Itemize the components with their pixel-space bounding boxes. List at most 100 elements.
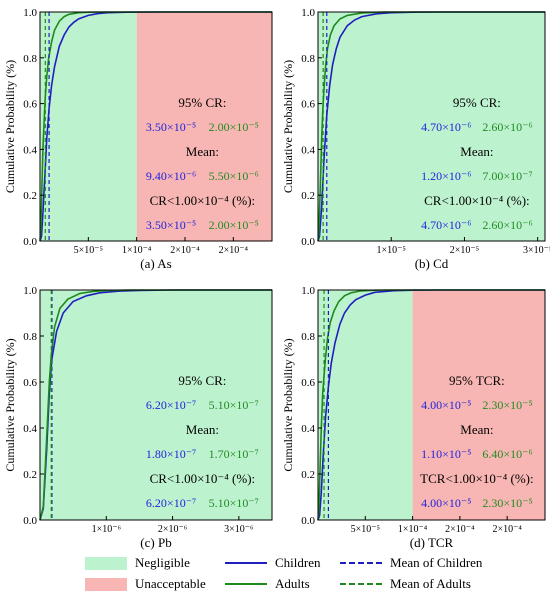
annotation-value-children: 4.00×10⁻⁵ (421, 496, 471, 510)
y-tick-label: 0.8 (301, 53, 315, 65)
axes-frame (39, 11, 273, 242)
y-tick-label: 1.0 (301, 285, 315, 297)
y-tick-label: 0.4 (23, 423, 37, 435)
legend-item-children: Children (225, 555, 321, 571)
legend-item-negligible: Negligible (85, 555, 190, 571)
panel-pb: 0.0 0.2 0.4 0.6 0.8 1.0 1×10⁻⁶ 2×10⁻⁶ 3×10⁻⁶ Cumu… (3, 285, 273, 550)
y-tick-label: 0.6 (23, 99, 37, 111)
panel-caption: (c) Pb (140, 535, 171, 550)
y-tick-label: 0.2 (23, 469, 37, 481)
legend-label-unacceptable: Unacceptable (135, 576, 206, 591)
y-tick-label: 0.2 (301, 469, 315, 481)
annotation-title: 95% CR: (178, 373, 226, 388)
annotation-value-adults: 2.00×10⁻⁵ (209, 218, 259, 232)
annotation-value-adults: 5.50×10⁻⁶ (209, 169, 259, 183)
annotation-value-children: 4.00×10⁻⁵ (421, 398, 471, 412)
y-tick-label: 0.0 (23, 236, 37, 248)
legend-item-adults: Adults (225, 576, 310, 592)
x-tick-label: 1×10⁻⁴ (398, 524, 428, 535)
x-tick-label: 3×10⁻⁶ (224, 524, 254, 535)
x-tick-label: 1×10⁻⁵ (377, 245, 406, 256)
y-axis-label: Cumulative Probability (%) (3, 338, 17, 471)
annotation-value-children: 1.10×10⁻⁵ (421, 447, 471, 461)
annotation-value-adults: 2.30×10⁻⁵ (482, 496, 532, 510)
annotation-value-adults: 7.00×10⁻⁷ (482, 169, 532, 183)
cdf-line-adults (317, 11, 545, 242)
axes-frame (317, 289, 546, 521)
y-tick-label: 0.2 (301, 190, 315, 202)
annotation-value-children: 1.20×10⁻⁶ (421, 169, 471, 183)
annotation-value-children: 3.50×10⁻⁵ (146, 218, 196, 232)
legend-item-mean-adults: Mean of Adults (340, 576, 471, 592)
cdf-line-adults (39, 11, 272, 242)
negligible-region (318, 290, 413, 520)
negligible-region (318, 12, 545, 241)
legend-label-mean-adults: Mean of Adults (390, 576, 471, 591)
y-tick-label: 0.2 (23, 190, 37, 202)
figure-panels: 0.0 0.2 0.4 0.6 0.8 1.0 5×10⁻⁵ 1×10⁻⁴ 2×10⁻⁴ 2×10… (3, 7, 550, 550)
annotation-value-adults: 2.60×10⁻⁶ (482, 218, 532, 232)
y-tick-label: 0.4 (23, 144, 37, 156)
y-tick-label: 1.0 (301, 7, 315, 19)
annotation-title: 95% CR: (178, 95, 226, 110)
x-tick-label: 5×10⁻⁵ (74, 245, 103, 256)
legend-line-children (225, 562, 267, 564)
x-tick-label: 2×10⁻⁴ (492, 524, 522, 535)
y-tick-label: 1.0 (23, 285, 37, 297)
annotation-title: Mean: (186, 422, 219, 437)
y-tick-label: 0.6 (301, 377, 315, 389)
y-tick-label: 1.0 (23, 7, 37, 19)
x-tick-label: 3×10⁻⁵ (523, 245, 550, 256)
unacceptable-region (412, 290, 545, 520)
y-tick-label: 0.0 (301, 236, 315, 248)
panel-cd: 0.0 0.2 0.4 0.6 0.8 1.0 1×10⁻⁵ 2×10⁻⁵ 3×10⁻⁵ Cumu… (281, 7, 550, 271)
y-tick-label: 0.6 (301, 99, 315, 111)
x-tick-label: 2×10⁻⁵ (450, 245, 479, 256)
annotation-value-children: 1.80×10⁻⁷ (146, 447, 196, 461)
unacceptable-region (136, 12, 272, 241)
axes-frame (39, 289, 273, 521)
y-tick-label: 0.0 (301, 515, 315, 527)
y-tick-label: 0.4 (301, 144, 315, 156)
annotation-title: CR<1.00×10⁻⁴ (%): (424, 193, 530, 208)
legend-item-mean-children: Mean of Children (340, 555, 482, 571)
legend-label-adults: Adults (275, 576, 310, 591)
annotation-title: Mean: (460, 144, 493, 159)
annotation-value-adults: 6.40×10⁻⁶ (482, 447, 532, 461)
annotation-title: 95% CR: (453, 95, 501, 110)
panel-tcr: 0.0 0.2 0.4 0.6 0.8 1.0 5×10⁻⁵ 1×10⁻⁴ 2×10⁻⁴ 2×10… (281, 285, 546, 550)
annotation-value-children: 6.20×10⁻⁷ (146, 496, 196, 510)
x-tick-label: 2×10⁻⁴ (170, 245, 200, 256)
y-tick-label: 0.0 (23, 515, 37, 527)
legend-label-children: Children (275, 555, 321, 570)
y-tick-label: 0.8 (23, 53, 37, 65)
annotation-title: CR<1.00×10⁻⁴ (%): (150, 471, 256, 486)
legend-swatch-negligible (85, 556, 127, 570)
annotation-value-children: 3.50×10⁻⁵ (146, 120, 196, 134)
axes-frame (317, 11, 546, 242)
annotation-value-children: 4.70×10⁻⁶ (421, 120, 471, 134)
annotation-title: Mean: (460, 422, 493, 437)
cdf-line-adults (317, 289, 545, 521)
annotation-title: 95% TCR: (449, 373, 505, 388)
x-tick-label: 1×10⁻⁶ (92, 524, 122, 535)
annotation-value-adults: 5.10×10⁻⁷ (209, 496, 259, 510)
legend-line-adults (225, 583, 267, 585)
annotation-title: Mean: (186, 144, 219, 159)
legend-label-negligible: Negligible (135, 555, 190, 570)
x-tick-label: 5×10⁻⁵ (351, 524, 380, 535)
legend-line-mean-adults (340, 583, 382, 585)
legend-label-mean-children: Mean of Children (390, 555, 483, 570)
x-tick-label: 2×10⁻⁴ (219, 245, 249, 256)
legend-line-mean-children (340, 562, 382, 564)
annotation-value-adults: 2.00×10⁻⁵ (209, 120, 259, 134)
negligible-region (40, 290, 272, 520)
negligible-region (40, 12, 137, 241)
annotation-value-children: 9.40×10⁻⁶ (146, 169, 196, 183)
y-tick-label: 0.4 (301, 423, 315, 435)
y-tick-label: 0.8 (23, 331, 37, 343)
legend-swatch-unacceptable (85, 577, 127, 591)
x-tick-label: 2×10⁻⁶ (158, 524, 188, 535)
annotation-value-adults: 5.10×10⁻⁷ (209, 398, 259, 412)
panel-caption: (b) Cd (415, 256, 449, 271)
